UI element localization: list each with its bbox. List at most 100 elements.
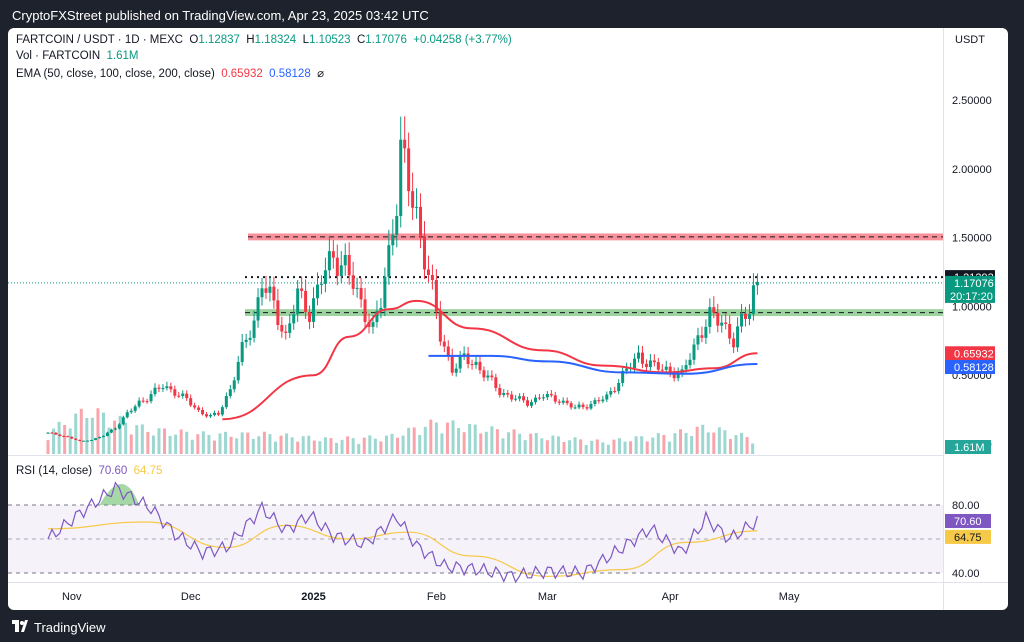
ema-visibility-icon[interactable]: ⌀ [317, 68, 325, 80]
volume-bar [246, 432, 250, 454]
candle-body [137, 400, 141, 407]
volume-bar [196, 434, 200, 454]
ema100-badge-text: 0.58128 [954, 362, 994, 374]
candle-body [197, 407, 201, 410]
candle-body [193, 405, 197, 408]
candle-body [284, 331, 288, 333]
symbol-legend: FARTCOIN / USDT · 1D · MEXC O1.12837 H1.… [16, 34, 512, 46]
time-tick-label: Mar [538, 591, 557, 603]
volume-bar [529, 433, 533, 454]
candle-body [272, 286, 276, 301]
candle-body [426, 269, 430, 276]
volume-bar [185, 431, 189, 454]
volume-bar [562, 441, 566, 454]
volume-bar [113, 420, 117, 454]
volume-bar [368, 435, 372, 454]
candle-body [379, 307, 383, 312]
volume-bar [462, 432, 466, 454]
volume-bar [140, 424, 144, 454]
volume-bar [235, 438, 239, 454]
rsi-badge: 70.60 [945, 513, 991, 528]
candle-body [315, 284, 319, 299]
candle-body [573, 407, 577, 409]
ema100-value: 0.58128 [269, 68, 311, 80]
candle-body [169, 386, 173, 390]
price-badge-text: 1.17076 [954, 278, 994, 290]
candle-body [383, 276, 387, 308]
volume-bar [523, 440, 527, 454]
volume-bar [46, 440, 50, 454]
volume-bar [335, 442, 339, 454]
time-tick-label: 2025 [301, 591, 325, 603]
volume-bar [640, 436, 644, 454]
volume-bar [379, 441, 383, 454]
volume-bar [96, 408, 100, 454]
candle-body [751, 285, 755, 315]
candle-body [478, 361, 482, 371]
ema50-badge: 0.65932 [945, 346, 995, 361]
candle-body [518, 396, 522, 399]
volume-bar [251, 438, 255, 454]
volume-bar [634, 436, 638, 454]
candle-body [268, 286, 272, 293]
change-value: +0.04258 (+3.77%) [413, 34, 512, 46]
rsi-legend[interactable]: RSI (14, close) 70.60 64.75 [16, 465, 162, 477]
volume-bar [479, 433, 483, 454]
volume-bar [357, 443, 361, 454]
candle-body [323, 270, 327, 284]
candle-body [201, 409, 205, 415]
candle-body [117, 424, 121, 429]
candle-body [339, 265, 343, 277]
candle-body [581, 404, 585, 408]
candle-body [664, 366, 668, 370]
candle-body [565, 400, 569, 404]
volume-bar [662, 434, 666, 454]
rsi-axis[interactable]: 80.00 40.00 [952, 500, 980, 580]
candle-body [212, 412, 216, 415]
volume-bar [579, 439, 583, 454]
candle-body [537, 397, 541, 399]
candle-body [149, 394, 153, 402]
time-axis[interactable]: Nov Dec 2025 Feb Mar Apr May [62, 591, 800, 603]
volume-bar [63, 425, 67, 454]
candle-body [220, 407, 224, 415]
candle-body [692, 344, 696, 360]
volume-bar [495, 429, 499, 454]
volume-bar [401, 435, 405, 454]
candlesticks [46, 116, 759, 442]
candle-body [498, 387, 502, 396]
chart-frame[interactable]: FARTCOIN / USDT · 1D · MEXC O1.12837 H1.… [8, 28, 1008, 610]
candle-body [395, 216, 399, 235]
candle-body [415, 206, 419, 208]
tradingview-logo-icon [12, 620, 28, 632]
candle-body [355, 287, 359, 289]
price-tick-label: 2.50000 [952, 95, 992, 107]
price-chart[interactable]: 2.500002.000001.500001.000000.500000.000… [8, 28, 1008, 610]
volume-bar [451, 420, 455, 454]
symbol-name[interactable]: FARTCOIN / USDT · 1D · MEXC [16, 34, 183, 46]
volume-bar [346, 436, 350, 454]
ema-legend[interactable]: EMA (50, close, 100, close, 200, close) … [16, 66, 324, 80]
candle-body [375, 311, 379, 323]
volume-bar [706, 432, 710, 454]
time-tick-label: Apr [662, 591, 679, 603]
time-tick-label: May [779, 591, 800, 603]
candle-body [185, 393, 189, 399]
close-label: C [356, 34, 366, 46]
candle-body [617, 382, 621, 392]
candle-body [474, 361, 478, 365]
volume-bar [323, 437, 327, 454]
candle-body [288, 323, 292, 333]
candle-body [652, 360, 656, 363]
currency-unit[interactable]: USDT [955, 34, 985, 46]
volume-bar [667, 441, 671, 454]
pane-divider[interactable] [8, 455, 943, 456]
volume-bar [695, 426, 699, 454]
candle-body [62, 436, 66, 438]
candle-body [50, 432, 54, 434]
volume-legend[interactable]: Vol · FARTCOIN 1.61M [16, 50, 139, 62]
volume-bar [440, 433, 444, 454]
rsi-ma-value: 64.75 [133, 465, 163, 477]
volume-value: 1.61M [106, 50, 139, 62]
volume-bar [146, 431, 150, 454]
